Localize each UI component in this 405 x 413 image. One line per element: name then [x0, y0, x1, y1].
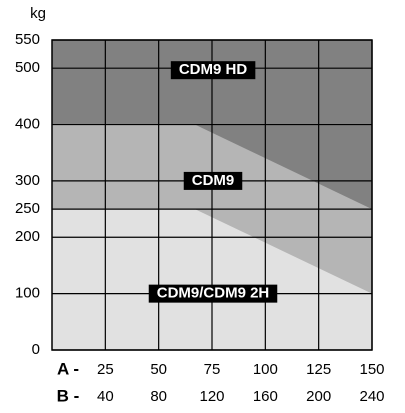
x2-tick-label: 240: [359, 388, 384, 405]
x2-tick-label: 40: [97, 388, 114, 405]
x2-tick-label: 200: [306, 388, 331, 405]
x-tick-label: 150: [359, 361, 384, 378]
y-tick-label: 500: [15, 59, 40, 76]
y-tick-label: 0: [32, 341, 40, 358]
zone-label: CDM9: [183, 171, 243, 190]
x2-tick-label: 80: [150, 388, 167, 405]
zone-label: CDM9/CDM9 2H: [148, 284, 278, 303]
zone-label-text: CDM9/CDM9 2H: [157, 285, 270, 302]
x-row-label: A -: [57, 359, 79, 378]
x-tick-label: 125: [306, 361, 331, 378]
x-tick-label: 100: [253, 361, 278, 378]
y-tick-label: 550: [15, 31, 40, 48]
y-tick-label: 200: [15, 228, 40, 245]
zone-label-box: [148, 284, 278, 303]
y-tick-label: 300: [15, 172, 40, 189]
x2-tick-label: 160: [253, 388, 278, 405]
x2-tick-label: 120: [199, 388, 224, 405]
y-tick-label: 400: [15, 116, 40, 133]
zone-label-text: CDM9: [192, 172, 235, 189]
zone-label-box: [170, 61, 256, 80]
plot-frame: [51, 39, 373, 351]
x2-row-label: B -: [57, 386, 80, 405]
y-tick-label: 250: [15, 200, 40, 217]
zone-label-box: [183, 171, 243, 190]
y-tick-label: 100: [15, 285, 40, 302]
x-tick-label: 25: [97, 361, 114, 378]
x-tick-label: 75: [204, 361, 221, 378]
zone-label-text: CDM9 HD: [179, 61, 248, 78]
y-axis-label: kg: [30, 5, 46, 22]
zone-label: CDM9 HD: [170, 61, 256, 80]
x-tick-label: 50: [150, 361, 167, 378]
